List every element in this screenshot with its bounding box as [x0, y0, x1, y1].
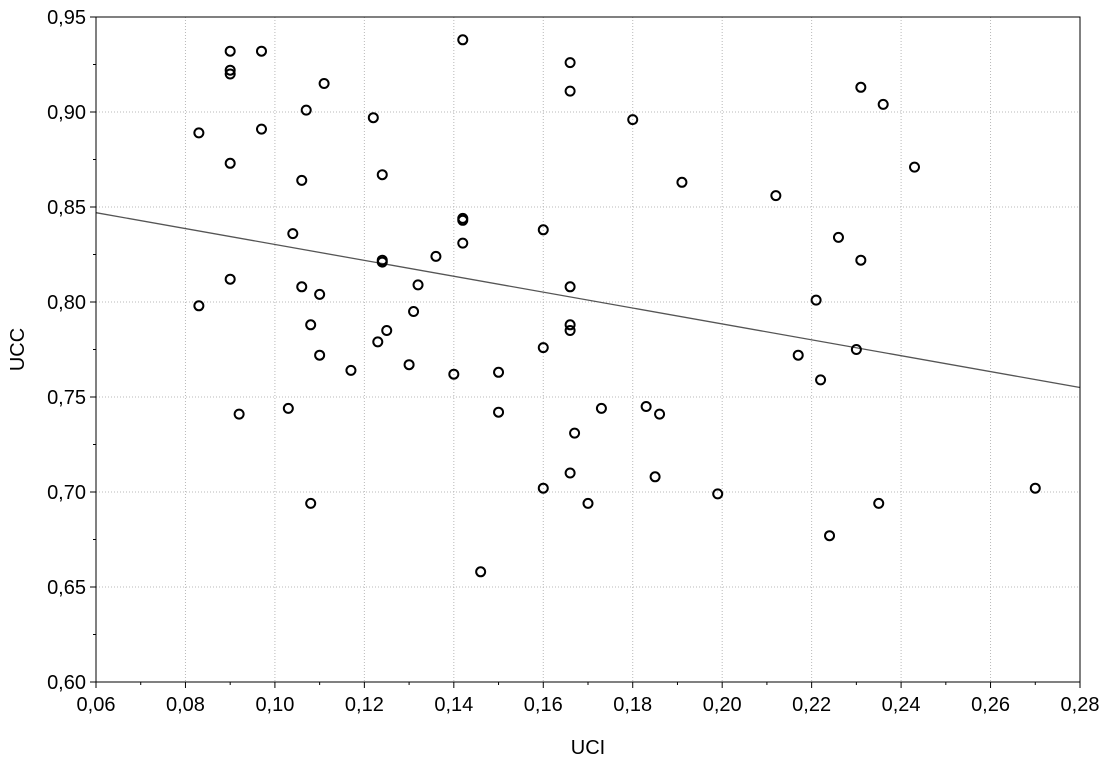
- data-point: [305, 497, 317, 509]
- data-point: [832, 231, 844, 243]
- data-point: [255, 123, 267, 135]
- data-point: [457, 214, 469, 226]
- y-tick-label: 0,85: [47, 197, 86, 219]
- data-point: [564, 325, 576, 336]
- data-point: [224, 273, 236, 285]
- gridlines: [96, 17, 1080, 682]
- data-point: [475, 566, 487, 578]
- axis-ticks: [90, 16, 1081, 688]
- data-point: [372, 336, 384, 348]
- x-tick-label: 0,16: [524, 694, 563, 716]
- data-point: [255, 45, 267, 57]
- data-point: [537, 224, 549, 236]
- data-point: [448, 368, 460, 380]
- data-point: [595, 402, 607, 414]
- data-point: [855, 254, 867, 266]
- y-tick-labels: 0,60 0,65 0,70 0,75 0,80 0,85 0,90 0,95: [47, 7, 86, 694]
- y-tick-label: 0,70: [47, 482, 86, 504]
- data-point: [640, 401, 652, 412]
- data-point: [282, 402, 294, 414]
- data-point: [815, 374, 827, 386]
- data-point: [457, 237, 469, 249]
- data-point: [224, 68, 236, 80]
- x-tick-label: 0,12: [345, 694, 384, 716]
- data-points: [193, 34, 1041, 578]
- x-tick-label: 0,06: [77, 694, 116, 716]
- x-tick-label: 0,18: [613, 694, 652, 716]
- data-point: [493, 366, 505, 378]
- data-point: [493, 406, 505, 418]
- x-tick-labels: 0,06 0,08 0,10 0,12 0,14 0,16 0,18 0,20 0,22 0,24…: [77, 694, 1100, 716]
- y-tick-label: 0,75: [47, 387, 86, 409]
- data-point: [376, 169, 388, 181]
- data-point: [314, 349, 326, 361]
- data-point: [376, 256, 388, 268]
- y-tick-label: 0,95: [47, 7, 86, 29]
- x-tick-label: 0,08: [166, 694, 205, 716]
- data-point: [676, 176, 688, 188]
- data-point: [873, 497, 885, 509]
- data-point: [792, 349, 804, 361]
- data-point: [770, 190, 782, 202]
- data-point: [296, 174, 308, 186]
- y-tick-label: 0,65: [47, 577, 86, 599]
- data-point: [193, 127, 205, 139]
- data-point: [564, 281, 576, 293]
- data-point: [193, 300, 205, 312]
- data-point: [403, 359, 415, 371]
- y-tick-label: 0,90: [47, 102, 86, 124]
- data-point: [564, 57, 576, 69]
- data-point: [224, 157, 236, 169]
- data-point: [810, 294, 822, 306]
- data-point: [1029, 482, 1041, 494]
- data-point: [367, 112, 379, 124]
- data-point: [318, 78, 330, 89]
- data-point: [564, 319, 576, 331]
- data-point: [233, 408, 245, 420]
- data-point: [314, 288, 326, 300]
- data-point: [855, 81, 867, 93]
- data-point: [909, 161, 921, 173]
- data-point: [296, 281, 308, 293]
- data-point: [654, 408, 666, 420]
- data-point: [569, 427, 581, 439]
- plot-frame: [95, 16, 1081, 683]
- x-tick-label: 0,20: [703, 694, 742, 716]
- y-tick-label: 0,60: [47, 672, 86, 694]
- data-point: [712, 488, 724, 500]
- y-axis-label: UCC: [7, 328, 29, 371]
- data-point: [345, 364, 357, 376]
- data-point: [305, 319, 317, 331]
- data-point: [564, 85, 576, 97]
- data-point: [537, 342, 549, 354]
- data-point: [564, 467, 576, 479]
- data-point: [408, 306, 420, 317]
- data-point: [224, 45, 236, 57]
- x-axis-label: UCI: [571, 737, 605, 759]
- data-point: [381, 325, 393, 336]
- regression-line-group: [95, 212, 1081, 389]
- data-point: [224, 64, 236, 76]
- x-tick-label: 0,28: [1061, 694, 1100, 716]
- data-point: [877, 98, 889, 110]
- data-point: [287, 228, 299, 240]
- data-point: [824, 530, 836, 542]
- y-tick-label: 0,80: [47, 292, 86, 314]
- data-point: [457, 34, 469, 46]
- x-tick-label: 0,26: [971, 694, 1010, 716]
- x-tick-label: 0,22: [792, 694, 831, 716]
- data-point: [430, 250, 442, 262]
- x-tick-label: 0,14: [434, 694, 473, 716]
- data-point: [412, 279, 424, 291]
- data-point: [627, 114, 639, 126]
- data-point: [300, 104, 312, 116]
- x-tick-label: 0,24: [882, 694, 921, 716]
- data-point: [537, 482, 549, 494]
- x-tick-label: 0,10: [255, 694, 294, 716]
- data-point: [649, 471, 661, 483]
- regression-line: [95, 212, 1081, 389]
- data-point: [582, 497, 594, 509]
- data-point: [850, 344, 862, 355]
